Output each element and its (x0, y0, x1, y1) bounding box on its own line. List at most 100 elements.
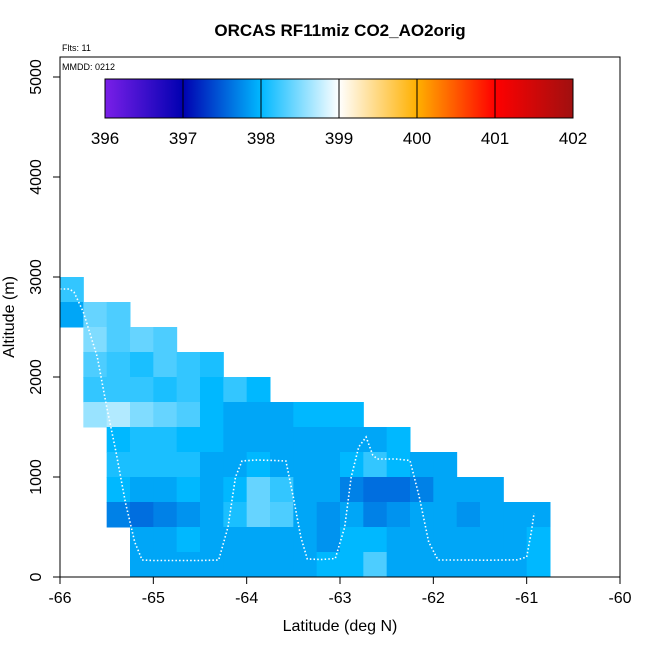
heatmap-cell (153, 502, 178, 528)
heatmap-cell (480, 527, 504, 553)
heatmap-cell (60, 302, 84, 328)
heatmap-cell (130, 477, 154, 503)
heatmap-cell (153, 427, 178, 453)
heatmap-cell (363, 452, 388, 478)
colorbar-tick-label: 400 (403, 129, 431, 148)
x-tick-label: -61 (515, 590, 538, 607)
y-tick-label: 0 (28, 572, 45, 581)
y-tick-label: 3000 (28, 259, 45, 295)
heatmap-cell (106, 352, 131, 378)
heatmap-cell (200, 352, 224, 378)
heatmap-cell (503, 502, 528, 528)
heatmap-cell (363, 502, 388, 528)
heatmap-cell (200, 502, 224, 528)
heatmap-cell (246, 427, 271, 453)
heatmap-cell (223, 502, 248, 528)
heatmap-cell (200, 452, 224, 478)
heatmap-cell (433, 552, 458, 578)
heatmap-cell (130, 427, 154, 453)
y-axis: 0 1000 2000 3000 4000 5000 (28, 59, 60, 581)
heatmap-cell (176, 477, 201, 503)
heatmap-cell (223, 452, 248, 478)
heatmap-cell (316, 552, 341, 578)
heatmap-cell (316, 477, 341, 503)
heatmap-cell (106, 502, 131, 528)
heatmap-cell (270, 452, 294, 478)
heatmap-cell (410, 477, 434, 503)
heatmap-cell (153, 352, 178, 378)
heatmap-cell (386, 527, 411, 553)
heatmap-cell (176, 402, 201, 428)
heatmap-cell (130, 527, 154, 553)
heatmap-cell (316, 527, 341, 553)
flight-track (60, 288, 535, 562)
heatmap-cell (200, 427, 224, 453)
heatmap-cell (246, 502, 271, 528)
heatmap-cell (153, 452, 178, 478)
heatmap-cell (153, 377, 178, 403)
colorbar-tick-label: 401 (481, 129, 509, 148)
heatmap-cell (433, 452, 458, 478)
heatmap-cell (200, 527, 224, 553)
x-axis: -66 -65 -64 -63 -62 -61 -60 (48, 577, 632, 607)
x-tick-label: -66 (48, 590, 71, 607)
heatmap-cell (176, 552, 201, 578)
heatmap-cell (130, 402, 154, 428)
heatmap-cell (340, 502, 364, 528)
heatmap-cell (130, 502, 154, 528)
date-annotation: MMDD: 0212 (62, 62, 115, 72)
heatmap-cell (480, 552, 504, 578)
heatmap-cell (456, 502, 481, 528)
heatmap-cell (293, 552, 318, 578)
heatmap-cell (340, 552, 364, 578)
heatmap-cell (223, 402, 248, 428)
heatmap-cell (316, 427, 341, 453)
heatmap-cell (176, 502, 201, 528)
heatmap-cell (246, 402, 271, 428)
heatmap-cell (526, 502, 551, 528)
colorbar-tick-label: 396 (91, 129, 119, 148)
heatmap-cell (200, 477, 224, 503)
heatmap-cell (480, 477, 504, 503)
heatmap-cell (176, 377, 201, 403)
heatmap-cell (386, 502, 411, 528)
heatmap-cell (176, 427, 201, 453)
colorbar-tick-label: 397 (169, 129, 197, 148)
heatmap-cell (270, 527, 294, 553)
heatmap-cell (293, 477, 318, 503)
heatmap-cell (223, 377, 248, 403)
x-tick-label: -64 (235, 590, 258, 607)
heatmap-cell (223, 552, 248, 578)
heatmap-cell (83, 327, 108, 353)
colorbar: 396 397 398 399 400 401 402 (91, 78, 587, 148)
heatmap-cell (246, 552, 271, 578)
heatmap-cell (106, 477, 131, 503)
heatmap-cell (456, 477, 481, 503)
heatmap-cell (363, 477, 388, 503)
heatmap-cell (270, 502, 294, 528)
heatmap-cell (200, 552, 224, 578)
heatmap-cell (340, 427, 364, 453)
heatmap-cell (526, 527, 551, 553)
heatmap-cell (83, 302, 108, 328)
colorbar-tick-label: 402 (559, 129, 587, 148)
x-tick-label: -63 (328, 590, 351, 607)
heatmap-cell (270, 552, 294, 578)
heatmap-cell (480, 502, 504, 528)
heatmap-cell (363, 552, 388, 578)
heatmap-cell (176, 352, 201, 378)
chart-title: ORCAS RF11miz CO2_AO2orig (214, 21, 465, 40)
flights-annotation: Flts: 11 (62, 43, 91, 53)
heatmap-cell (363, 527, 388, 553)
heatmap-cell (363, 427, 388, 453)
heatmap-cell (106, 377, 131, 403)
x-tick-label: -65 (142, 590, 165, 607)
heatmap-cell (340, 402, 364, 428)
y-tick-label: 2000 (28, 359, 45, 395)
heatmap-cell (386, 427, 411, 453)
heatmap-cell (153, 527, 178, 553)
heatmap-cell (526, 552, 551, 578)
heatmap-cell (130, 352, 154, 378)
x-axis-label: Latitude (deg N) (283, 618, 398, 635)
heatmap-cell (433, 527, 458, 553)
